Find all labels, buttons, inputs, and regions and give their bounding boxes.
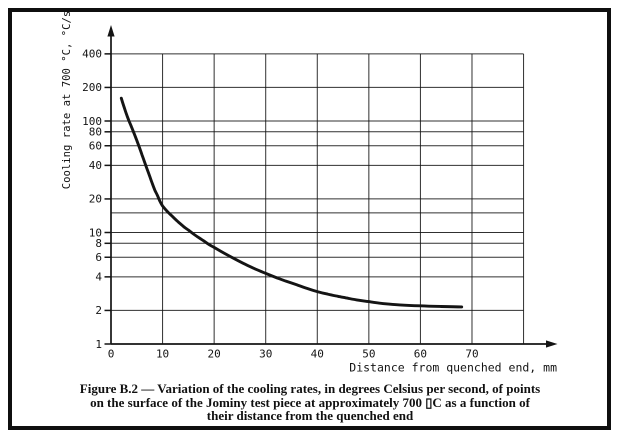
figure-caption: Figure B.2 — Variation of the cooling ra… [20, 382, 600, 423]
y-tick-label: 200 [82, 81, 102, 94]
y-tick-label: 20 [89, 193, 102, 206]
figure-caption-line-1: Figure B.2 — Variation of the cooling ra… [79, 381, 541, 396]
x-axis-arrowhead [546, 340, 558, 348]
figure-caption-line-2: on the surface of the Jominy test piece … [90, 394, 530, 410]
y-axis-arrowhead [107, 25, 115, 37]
figure-caption-line-3: their distance from the quenched end [206, 408, 414, 424]
y-tick-label: 400 [82, 48, 102, 61]
y-tick-label: 6 [95, 251, 102, 264]
x-tick-label: 20 [208, 348, 221, 361]
figure-border-frame [8, 8, 611, 430]
x-tick-label: 10 [156, 348, 169, 361]
x-tick-label: 40 [311, 348, 324, 361]
y-tick-label: 10 [89, 226, 102, 239]
x-tick-label: 30 [259, 348, 272, 361]
y-tick-label: 2 [95, 304, 102, 317]
y-tick-label: 60 [89, 140, 102, 153]
x-axis-title: Distance from quenched end, mm [349, 361, 557, 375]
x-tick-label: 60 [414, 348, 427, 361]
cooling-rate-curve [119, 96, 464, 309]
y-tick-label: 8 [95, 237, 102, 250]
y-tick-label: 1 [95, 338, 102, 351]
y-tick-label: 4 [95, 271, 102, 284]
y-tick-label: 40 [89, 159, 102, 172]
x-tick-label: 0 [108, 348, 115, 361]
y-tick-label: 100 [82, 115, 102, 128]
y-axis-title: Cooling rate at 700 °C, °C/s [61, 11, 73, 190]
x-tick-label: 50 [362, 348, 375, 361]
y-tick-label: 80 [89, 126, 102, 139]
x-tick-label: 70 [465, 348, 478, 361]
